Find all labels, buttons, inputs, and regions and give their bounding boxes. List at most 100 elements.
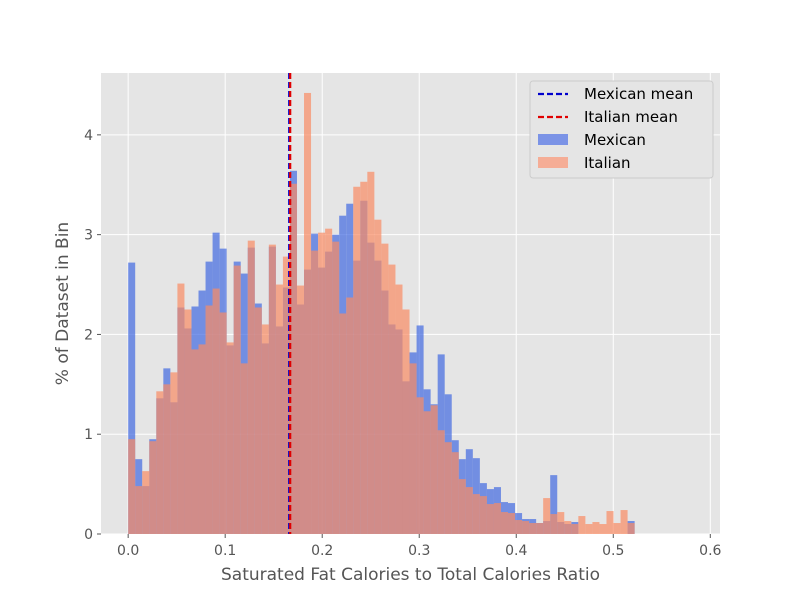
- italian-bar: [444, 442, 452, 534]
- italian-bar: [128, 439, 136, 534]
- legend-item-italian-swatch: [538, 157, 568, 168]
- italian-bar: [486, 504, 494, 534]
- italian-bar: [522, 521, 530, 534]
- italian-bar: [543, 498, 551, 534]
- x-tick-label: 0.3: [408, 543, 430, 559]
- mean-lines: [288, 73, 292, 534]
- italian-bar: [156, 391, 164, 534]
- italian-bar: [233, 265, 241, 534]
- mexican-bar: [128, 262, 136, 534]
- italian-bar: [275, 284, 283, 534]
- y-tick-label: 3: [84, 228, 93, 244]
- y-tick-label: 2: [84, 327, 93, 343]
- italian-bar: [254, 307, 262, 534]
- italian-bar: [296, 285, 305, 534]
- italian-bar: [325, 228, 333, 534]
- italian-bar: [282, 256, 290, 534]
- italian-bar: [205, 305, 213, 534]
- italian-bar: [311, 250, 319, 534]
- x-tick-label: 0.1: [214, 543, 236, 559]
- y-tick-label: 0: [84, 527, 93, 543]
- legend-item-mexican-swatch: [538, 134, 568, 145]
- italian-bar: [585, 524, 593, 534]
- italian-bar: [557, 512, 565, 534]
- mexican-bar: [550, 475, 558, 534]
- y-tick-label: 4: [84, 128, 93, 144]
- italian-bar: [198, 344, 206, 534]
- italian-bar: [135, 486, 143, 534]
- italian-bar: [381, 243, 389, 534]
- italian-bar: [360, 181, 368, 534]
- italian-bar: [191, 349, 199, 534]
- italian-bar: [458, 479, 466, 534]
- italian-bar: [318, 232, 326, 534]
- italian-bar: [289, 183, 297, 534]
- italian-bar: [451, 452, 459, 534]
- italian-bar: [142, 471, 150, 534]
- legend: Mexican mean Italian mean Mexican Italian: [529, 80, 714, 179]
- italian-bar: [149, 441, 157, 534]
- italian-bar: [163, 384, 171, 534]
- italian-bar: [402, 309, 410, 534]
- x-tick-label: 0.4: [505, 543, 527, 559]
- italian-bar: [529, 523, 537, 534]
- italian-bar: [493, 503, 501, 534]
- italian-bar: [409, 363, 417, 534]
- x-tick-label: 0.0: [117, 543, 139, 559]
- italian-bar: [268, 244, 276, 535]
- italian-bar: [240, 363, 248, 534]
- italian-bar: [170, 372, 178, 534]
- y-axis-label: % of Dataset in Bin: [53, 222, 73, 385]
- italian-bar: [479, 496, 487, 534]
- italian-bar: [550, 514, 558, 534]
- x-tick-label: 0.2: [311, 543, 333, 559]
- italian-bar: [247, 240, 255, 535]
- legend-item-italian-mean-label: Italian mean: [584, 108, 678, 126]
- italian-bar: [261, 324, 269, 534]
- italian-bar: [416, 397, 424, 534]
- italian-bar: [367, 171, 375, 535]
- italian-bar: [339, 313, 347, 534]
- italian-bar: [578, 516, 586, 534]
- italian-bar: [177, 283, 185, 534]
- italian-bar: [564, 521, 572, 534]
- italian-bar: [374, 219, 382, 534]
- italian-bar: [304, 92, 312, 534]
- italian-bar: [332, 241, 340, 534]
- x-axis-ticks: 0.0 0.1 0.2 0.3 0.4 0.5 0.6: [117, 534, 722, 559]
- italian-bar: [472, 494, 480, 534]
- italian-bar: [592, 522, 600, 534]
- italian-bar: [346, 297, 354, 534]
- italian-bar: [627, 523, 635, 534]
- legend-box: [529, 80, 714, 179]
- italian-bar: [571, 524, 579, 534]
- italian-bar: [226, 342, 234, 534]
- italian-histogram: [128, 92, 635, 535]
- italian-bar: [536, 523, 544, 534]
- x-tick-label: 0.5: [602, 543, 624, 559]
- x-tick-label: 0.6: [699, 543, 721, 559]
- italian-bar: [613, 523, 621, 534]
- italian-bar: [219, 312, 227, 534]
- legend-item-mexican-mean-label: Mexican mean: [584, 85, 693, 103]
- y-tick-label: 1: [84, 427, 93, 443]
- italian-bar: [465, 487, 473, 534]
- italian-bar: [599, 524, 607, 534]
- italian-bar: [508, 513, 516, 534]
- italian-bar: [388, 264, 396, 534]
- italian-bar: [500, 512, 509, 534]
- legend-item-italian-label: Italian: [584, 154, 631, 172]
- italian-bar: [515, 520, 523, 534]
- italian-bar: [353, 186, 361, 535]
- legend-item-mexican-label: Mexican: [584, 131, 646, 149]
- italian-bar: [430, 405, 438, 534]
- x-axis-label: Saturated Fat Calories to Total Calories…: [221, 565, 600, 585]
- italian-bar: [423, 411, 431, 534]
- italian-bar: [606, 511, 614, 534]
- italian-bar: [212, 288, 220, 534]
- italian-bar: [437, 430, 445, 534]
- italian-bar: [184, 309, 192, 534]
- italian-bar: [395, 284, 403, 534]
- italian-bar: [620, 510, 628, 534]
